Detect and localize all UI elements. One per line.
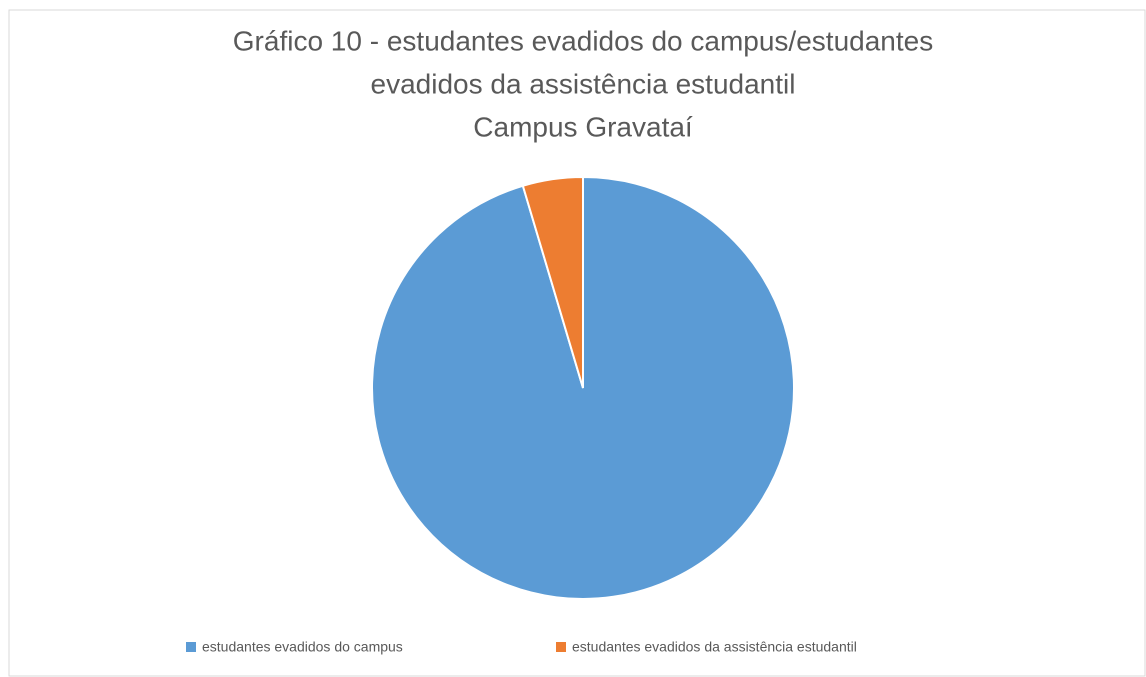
legend-swatch (186, 642, 196, 652)
chart-title: Gráfico 10 - estudantes evadidos do camp… (233, 25, 933, 56)
chart-title: Campus Gravataí (473, 111, 693, 142)
legend-label: estudantes evadidos da assistência estud… (572, 639, 857, 655)
chart-title: evadidos da assistência estudantil (371, 68, 796, 99)
pie-slice (521, 175, 584, 389)
legend-swatch (556, 642, 566, 652)
legend-label: estudantes evadidos do campus (202, 639, 403, 655)
